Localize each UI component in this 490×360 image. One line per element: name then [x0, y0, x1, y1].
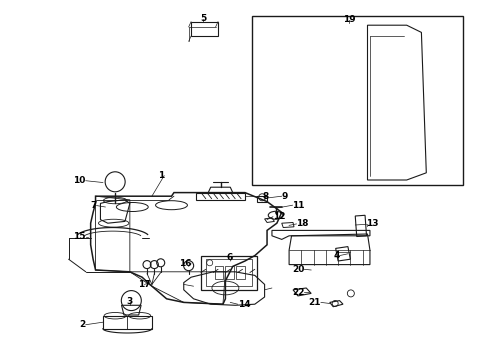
Text: 20: 20	[292, 265, 304, 274]
Text: 13: 13	[367, 220, 379, 229]
Text: 21: 21	[308, 298, 321, 307]
Text: 18: 18	[296, 220, 309, 229]
Text: 11: 11	[293, 201, 305, 210]
Text: 9: 9	[282, 192, 288, 201]
Text: 14: 14	[238, 300, 250, 309]
Bar	[252, 16, 463, 185]
Text: 17: 17	[138, 280, 151, 289]
Text: 6: 6	[226, 253, 233, 262]
Text: 7: 7	[90, 201, 97, 210]
Text: 1: 1	[158, 171, 164, 180]
Text: 4: 4	[333, 251, 340, 260]
Text: 15: 15	[73, 233, 86, 242]
Text: 16: 16	[178, 259, 191, 269]
Text: 8: 8	[262, 192, 269, 201]
Text: 19: 19	[343, 15, 356, 24]
Text: 3: 3	[127, 297, 133, 306]
Text: 22: 22	[292, 288, 304, 297]
Text: 2: 2	[79, 320, 86, 329]
Text: 10: 10	[74, 176, 86, 185]
Text: 5: 5	[200, 14, 206, 23]
Text: 12: 12	[273, 212, 286, 221]
Bar	[201, 256, 257, 290]
